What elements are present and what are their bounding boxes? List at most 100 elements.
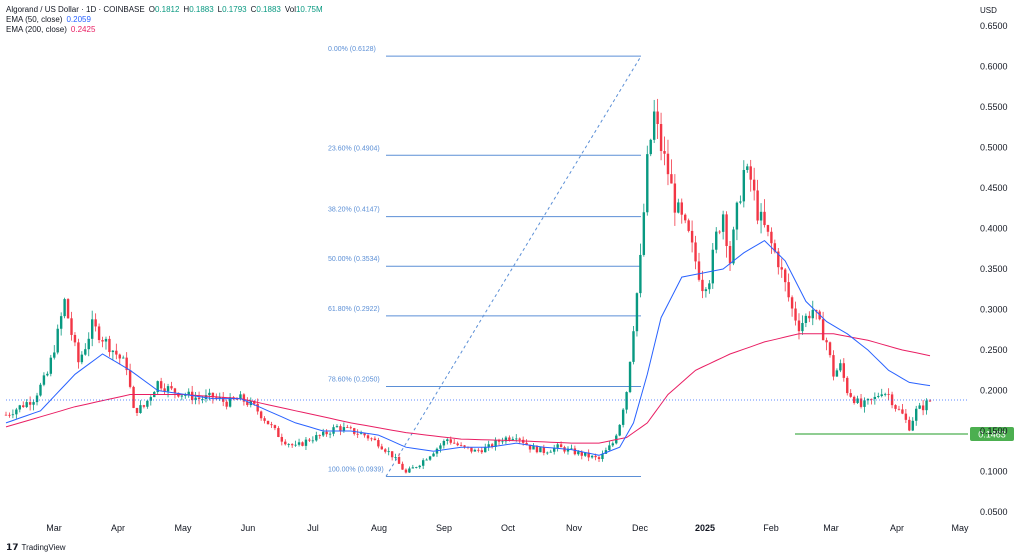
candle-body [373,438,377,441]
candle-body [270,424,273,426]
candle-body [415,467,418,468]
candle-body [156,381,159,393]
candle-body [718,231,721,233]
candle-body [442,440,446,446]
candle-body [356,433,359,435]
candle-body [846,377,849,394]
candle-body [887,393,890,395]
fib-level-label: 23.60% (0.4904) [328,145,380,152]
candle-body [387,451,390,453]
support-line[interactable]: 0.1463 [795,426,1014,441]
candle-body [263,418,266,421]
candle-body [618,424,621,436]
candle-body [342,427,346,431]
candle-body [815,309,818,312]
candle-body [594,455,597,458]
candle-body [384,449,387,452]
candle-body [680,202,683,215]
candle-body [666,153,670,175]
candle-body [621,409,625,425]
candle-body [453,442,456,444]
candle-body [918,405,921,409]
candle-body [273,425,277,429]
candle-body [515,438,518,440]
candle-body [801,322,804,332]
candle-body [742,169,746,202]
candle-body [84,349,87,355]
candle-body [4,414,8,416]
candle-body [877,395,880,397]
candle-body [321,431,325,436]
candle-body [56,328,59,353]
low-label: L [217,5,223,14]
candle-body [821,319,825,341]
candle-body [235,399,239,400]
candle-body [211,392,215,398]
candle-body [35,395,39,403]
candle-body [390,451,394,458]
candle-body [325,431,328,435]
candle-body [484,446,487,453]
candle-body [39,384,42,396]
candle-body [859,398,863,407]
candle-body [73,334,77,343]
candle-body [280,437,284,442]
candle-body [787,282,790,298]
candle-body [122,357,125,359]
candle-body [501,441,504,443]
candle-body [456,443,459,446]
candle-body [777,251,780,268]
candle-body [297,442,301,445]
candle-body [608,445,611,451]
candle-body [732,229,735,264]
x-tick-label: Aug [371,523,387,533]
currency-label: USD [980,6,997,15]
ema50-value: 0.2059 [66,15,91,24]
x-tick-label: Nov [566,523,583,533]
high-value: 0.1883 [189,5,214,14]
tradingview-brand[interactable]: 𝟭𝟳 TradingView [6,542,66,553]
candle-body [259,411,263,419]
candle-body [897,408,901,410]
candle-body [546,452,549,454]
candle-body [646,154,649,213]
candle-body [490,444,494,447]
candle-body [80,354,84,363]
x-tick-label: Feb [763,523,779,533]
candle-body [15,409,18,415]
candle-body [704,289,708,292]
candle-body [53,352,56,358]
candle-body [142,405,146,407]
candle-body [590,455,594,458]
candle-body [380,446,384,450]
candle-body [246,401,249,406]
candle-body [208,392,211,396]
candle-body [8,414,11,416]
candle-body [446,439,449,441]
candle-body [928,400,932,402]
candle-body [804,315,808,323]
candle-body [797,320,801,332]
candle-body [525,442,528,445]
candle-body [394,457,397,458]
candle-body [421,460,425,466]
symbol-title: Algorand / US Dollar · 1D · COINBASE [6,5,145,14]
candle-body [759,211,763,221]
x-axis[interactable]: Mar Apr May Jun Jul Aug Sep Oct Nov Dec 2025 Feb Mar… [46,523,969,533]
candle-body [411,467,415,469]
candle-body [487,444,490,447]
candle-body [628,361,632,393]
y-tick-label: 0.0500 [980,507,1008,517]
support-price-label: 0.1463 [978,429,1006,439]
candle-body [780,267,783,270]
y-axis[interactable]: 0.6500 0.6000 0.5500 0.5000 0.4500 0.4000 0.35… [980,21,1008,517]
candle-body [135,407,139,413]
candle-body [166,386,170,392]
candle-body [218,397,221,399]
candle-body [301,442,304,446]
candle-body [921,405,925,411]
fibonacci-retracement[interactable]: 0.00% (0.6128) 23.60% (0.4904) 38.20% (0.4… [328,46,641,477]
y-tick-label: 0.3500 [980,264,1008,274]
candle-body [215,397,218,399]
